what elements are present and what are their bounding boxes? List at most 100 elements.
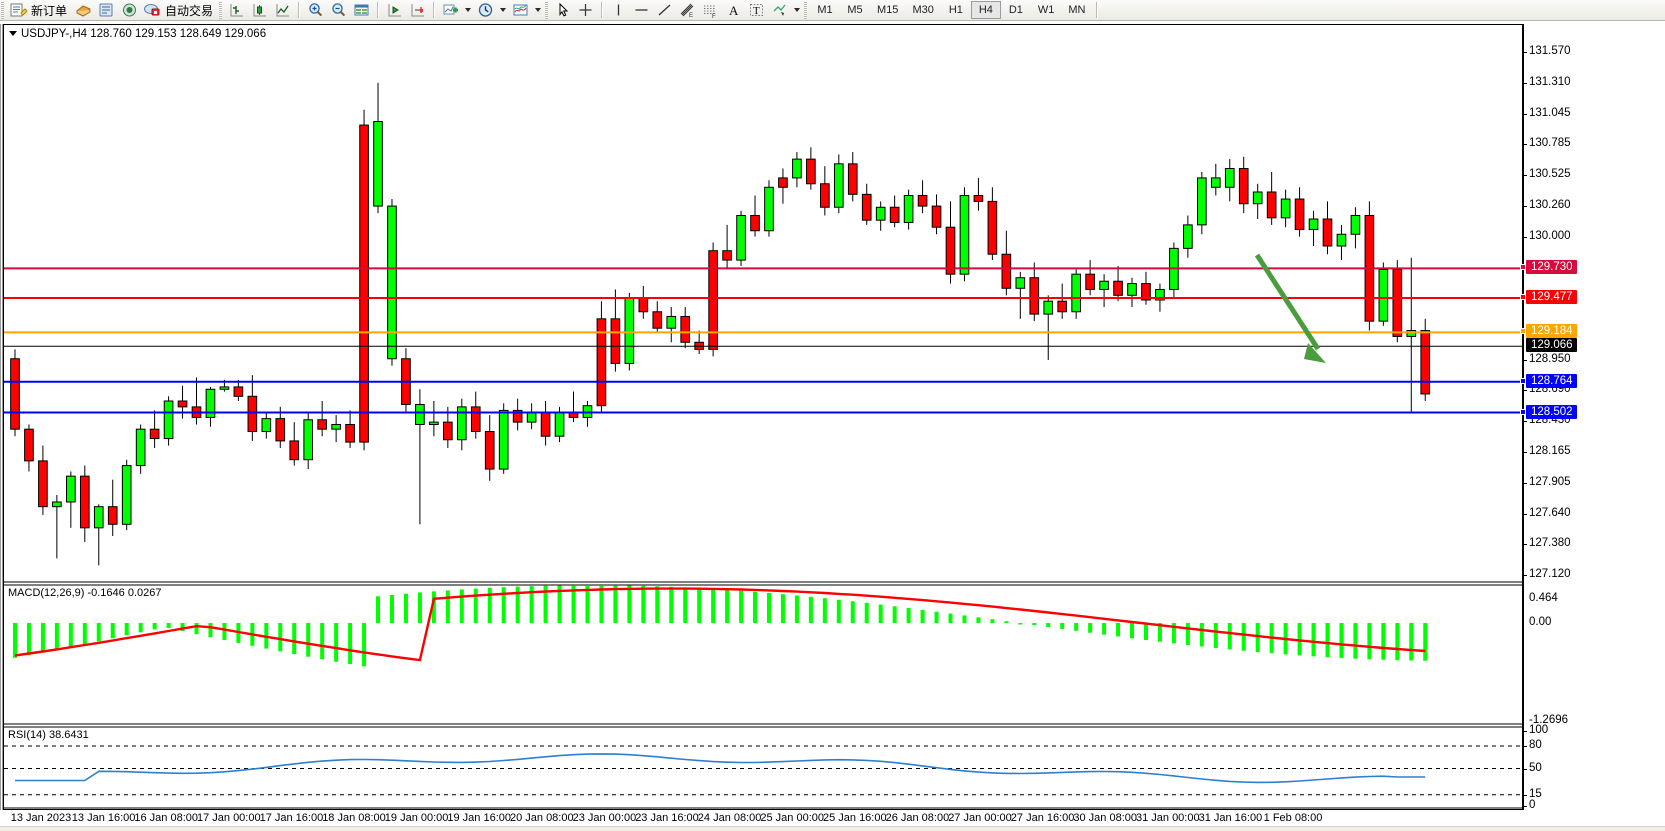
timeframe-w1[interactable]: W1 (1037, 4, 1055, 16)
time-tick-13: 25 Jan 16:00 (822, 812, 887, 824)
toolbar-grip[interactable] (1, 1, 4, 19)
rsi-tick-1: 80 (1529, 739, 1542, 751)
data-window-icon (97, 1, 116, 19)
chart-canvas-frame[interactable]: USDJPY-,H4 128.760 129.153 128.649 129.0… (3, 24, 1523, 810)
price-label-129.066[interactable]: 129.066 (1526, 338, 1577, 353)
timeframe-d1[interactable]: D1 (1008, 4, 1023, 16)
price-line-handle[interactable] (1520, 408, 1526, 415)
rsi-tick-mark (1523, 794, 1527, 796)
shapes-button[interactable] (768, 0, 791, 20)
price-label-129.477[interactable]: 129.477 (1520, 290, 1577, 305)
macd-tick-1: 0.00 (1529, 616, 1552, 628)
toolbar-separator-1 (298, 2, 301, 18)
price-line-handle[interactable] (1520, 264, 1526, 271)
templates-dropdown-icon[interactable] (535, 8, 542, 12)
cursor-button[interactable] (551, 0, 574, 20)
timeframe-mn[interactable]: MN (1068, 4, 1086, 16)
time-tick-15: 27 Jan 00:00 (948, 812, 1012, 824)
candlestick-chart-button[interactable] (248, 0, 271, 20)
expert-advisor-button[interactable] (72, 0, 95, 20)
price-line-handle[interactable] (1520, 294, 1526, 301)
fibonacci-button[interactable]: F (699, 0, 722, 20)
data-window-button[interactable] (95, 0, 118, 20)
chart-area[interactable]: USDJPY-,H4 128.760 129.153 128.649 129.0… (0, 21, 1665, 831)
period-dropdown-icon[interactable] (500, 8, 507, 12)
rsi-tick-4: 0 (1529, 799, 1536, 811)
arrow-annotation[interactable] (1254, 253, 1326, 363)
time-tick-7: 19 Jan 16:00 (447, 812, 511, 824)
price-tick-130.000: 130.000 (1529, 229, 1571, 242)
price-line-handle[interactable] (1520, 328, 1526, 335)
price-tick-127.380: 127.380 (1529, 537, 1571, 550)
period-button[interactable] (474, 0, 497, 20)
price-tick-131.045: 131.045 (1529, 106, 1571, 119)
price-tick-mark (1523, 206, 1527, 208)
toolbar-separator-3 (433, 2, 436, 18)
zoom-in-button[interactable] (304, 0, 327, 20)
timeframe-m15[interactable]: M15 (877, 4, 899, 16)
rsi-tick-mark (1523, 731, 1527, 732)
text-icon: A (724, 1, 743, 19)
terminal-button[interactable]: 自动交易 (141, 0, 218, 20)
timeframe-group: M1 M5 M15 M30 H1 H4 D1 W1 MN (810, 1, 1092, 19)
chart-title-text: USDJPY-,H4 128.760 129.153 128.649 129.0… (21, 28, 267, 40)
price-tick-131.570: 131.570 (1529, 45, 1571, 58)
rsi-tick-0: 100 (1529, 724, 1549, 736)
timeframe-m1[interactable]: M1 (817, 4, 833, 16)
auto-scroll-button[interactable] (383, 0, 406, 20)
line-chart-icon (273, 1, 292, 19)
price-tick-131.310: 131.310 (1529, 75, 1571, 88)
timeframe-m30[interactable]: M30 (912, 4, 934, 16)
timeframe-h1[interactable]: H1 (948, 4, 963, 16)
bar-chart-button[interactable] (225, 0, 248, 20)
chart-shift-button[interactable] (406, 0, 429, 20)
price-axis[interactable]: 131.570 131.310 131.045 130.785 130.525 130.2… (1520, 24, 1665, 811)
price-label-129.730[interactable]: 129.730 (1520, 260, 1577, 275)
crosshair-button[interactable] (574, 0, 597, 20)
price-line-handle[interactable] (1520, 377, 1526, 384)
new-order-button[interactable]: 新订单 (7, 0, 72, 20)
toolbar-grip-3[interactable] (545, 1, 549, 19)
price-tick-mark (1523, 82, 1527, 84)
macd-tick-0: 0.464 (1529, 592, 1558, 604)
indicators-button[interactable] (439, 0, 462, 20)
price-level-lines[interactable] (4, 267, 1522, 414)
price-tick-mark (1523, 236, 1527, 238)
zoom-out-button[interactable] (327, 0, 350, 20)
time-tick-19: 31 Jan 16:00 (1198, 812, 1263, 824)
equidistant-channel-button[interactable]: E (676, 0, 699, 20)
price-tick-mark (1523, 420, 1527, 422)
horizontal-line-icon (632, 1, 651, 19)
line-chart-button[interactable] (271, 0, 294, 20)
indicators-dropdown-icon[interactable] (465, 8, 472, 12)
price-label-128.502[interactable]: 128.502 (1520, 404, 1577, 419)
templates-button[interactable] (509, 0, 532, 20)
price-tick-mark (1523, 513, 1527, 515)
time-tick-16: 27 Jan 16:00 (1010, 812, 1075, 824)
time-tick-20: 1 Feb 08:00 (1263, 812, 1323, 824)
svg-text:F: F (712, 14, 716, 19)
toolbar-grip-4[interactable] (804, 1, 808, 19)
trendline-button[interactable] (653, 0, 676, 20)
chart-plot[interactable] (4, 25, 1522, 809)
grid-button[interactable] (350, 0, 373, 20)
chart-menu-icon[interactable] (9, 31, 17, 37)
price-tick-128.950: 128.950 (1529, 352, 1571, 365)
vertical-line-button[interactable] (607, 0, 630, 20)
time-tick-1: 13 Jan 16:00 (71, 812, 136, 824)
timeframe-h4[interactable]: H4 (970, 1, 1001, 19)
shapes-dropdown-icon[interactable] (794, 8, 801, 12)
navigator-button[interactable] (118, 0, 141, 20)
time-axis[interactable]: 13 Jan 2023 13 Jan 16:00 16 Jan 08:00 17 Ja… (3, 810, 1523, 830)
time-tick-9: 23 Jan 00:00 (572, 812, 637, 824)
price-label-128.764[interactable]: 128.764 (1520, 373, 1577, 388)
price-label-129.184[interactable]: 129.184 (1520, 324, 1577, 339)
text-button[interactable]: A (722, 0, 745, 20)
text-label-button[interactable]: T (745, 0, 768, 20)
timeframe-m5[interactable]: M5 (847, 4, 863, 16)
horizontal-line-button[interactable] (630, 0, 653, 20)
macd-tick-2: -1.2696 (1529, 714, 1569, 726)
rsi-indicator-label: RSI(14) 38.6431 (8, 729, 89, 741)
toolbar-grip-2[interactable] (219, 1, 223, 19)
price-tick-127.905: 127.905 (1529, 475, 1571, 488)
